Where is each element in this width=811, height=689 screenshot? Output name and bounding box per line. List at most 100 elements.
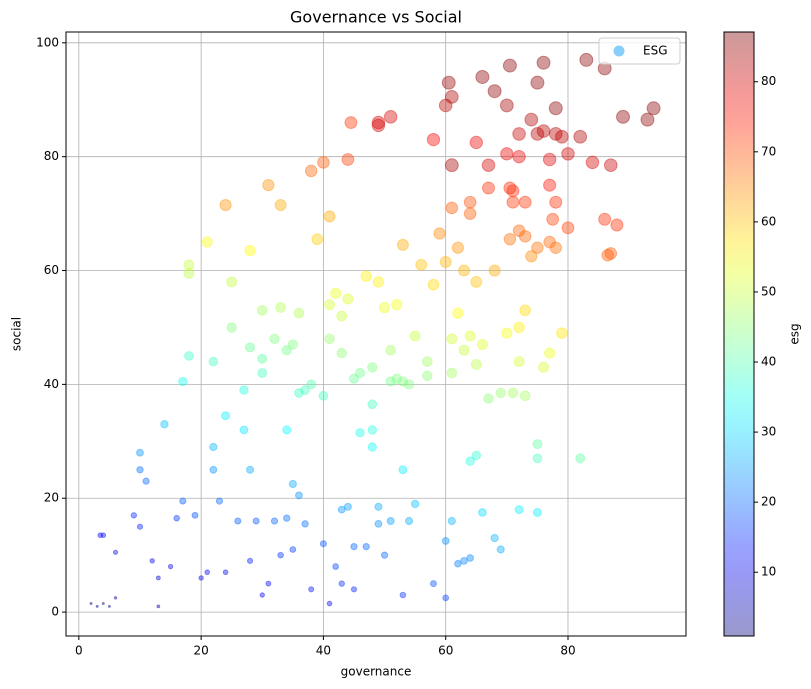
point [344, 116, 358, 129]
point [318, 390, 329, 401]
point [226, 276, 238, 288]
point [601, 248, 615, 262]
point [409, 330, 421, 342]
point [330, 287, 342, 299]
point [338, 580, 345, 587]
point [513, 356, 525, 368]
point [481, 158, 496, 172]
point [95, 604, 99, 608]
legend-label: ESG [643, 44, 668, 58]
y-tick-label: 80 [44, 149, 59, 163]
point [610, 218, 624, 232]
point [306, 379, 317, 390]
point [256, 305, 268, 316]
point [380, 551, 389, 559]
point [415, 258, 428, 271]
point [585, 155, 600, 170]
point [265, 580, 272, 587]
point [288, 479, 297, 489]
point [513, 321, 525, 334]
point [257, 368, 268, 378]
point [282, 425, 292, 435]
point [543, 178, 557, 192]
point [367, 442, 377, 452]
point [548, 127, 563, 141]
colorbar-tick-label: 80 [761, 74, 776, 88]
point [518, 230, 532, 243]
point [532, 453, 543, 464]
point [488, 264, 501, 277]
point [444, 158, 459, 173]
point [142, 477, 150, 485]
point [239, 425, 249, 435]
point [525, 250, 538, 263]
point [101, 602, 105, 606]
point [514, 505, 524, 515]
point [396, 238, 409, 251]
point [155, 575, 161, 581]
point [404, 516, 414, 526]
point [398, 465, 408, 475]
point [458, 264, 471, 277]
point [372, 276, 385, 288]
point [324, 299, 336, 311]
x-axis-label: governance [341, 665, 412, 679]
point [542, 152, 557, 167]
point [355, 367, 366, 379]
point [342, 293, 354, 305]
point [383, 110, 398, 124]
point [548, 101, 563, 116]
point [446, 333, 458, 345]
point [367, 399, 378, 410]
point [561, 147, 575, 161]
point [464, 330, 476, 342]
point [640, 112, 655, 127]
point [465, 456, 475, 466]
point [308, 586, 315, 593]
point [445, 201, 459, 215]
point [385, 376, 396, 387]
point [269, 333, 280, 344]
point [183, 259, 195, 271]
point [518, 195, 532, 209]
point [536, 55, 551, 70]
point [422, 370, 433, 382]
point [209, 465, 218, 474]
colorbar-tick-label: 10 [761, 565, 776, 579]
chart-title: Governance vs Social [290, 8, 462, 27]
point [441, 75, 456, 90]
point [543, 235, 556, 249]
point [173, 514, 180, 522]
point [512, 224, 526, 237]
point [386, 517, 395, 526]
point [221, 411, 231, 421]
colorbar-tick-label: 40 [761, 355, 776, 369]
point [319, 540, 327, 548]
point [257, 353, 268, 364]
point [470, 359, 482, 370]
y-tick-label: 40 [44, 377, 59, 391]
point [378, 301, 391, 314]
point [156, 604, 161, 609]
point [130, 512, 138, 519]
y-tick-label: 0 [51, 605, 59, 619]
point [167, 563, 174, 570]
point [323, 210, 336, 223]
point [503, 232, 517, 246]
point [466, 554, 475, 562]
point [579, 52, 594, 67]
point [198, 575, 204, 581]
point [360, 270, 372, 282]
point [97, 532, 104, 539]
colorbar-tick-label: 60 [761, 214, 776, 228]
point [350, 586, 358, 593]
point [245, 342, 256, 353]
point [160, 420, 169, 429]
point [427, 278, 440, 291]
point [208, 356, 219, 367]
point [478, 508, 487, 517]
point [343, 502, 352, 511]
point [244, 244, 256, 257]
point [530, 75, 545, 90]
point [283, 514, 291, 522]
